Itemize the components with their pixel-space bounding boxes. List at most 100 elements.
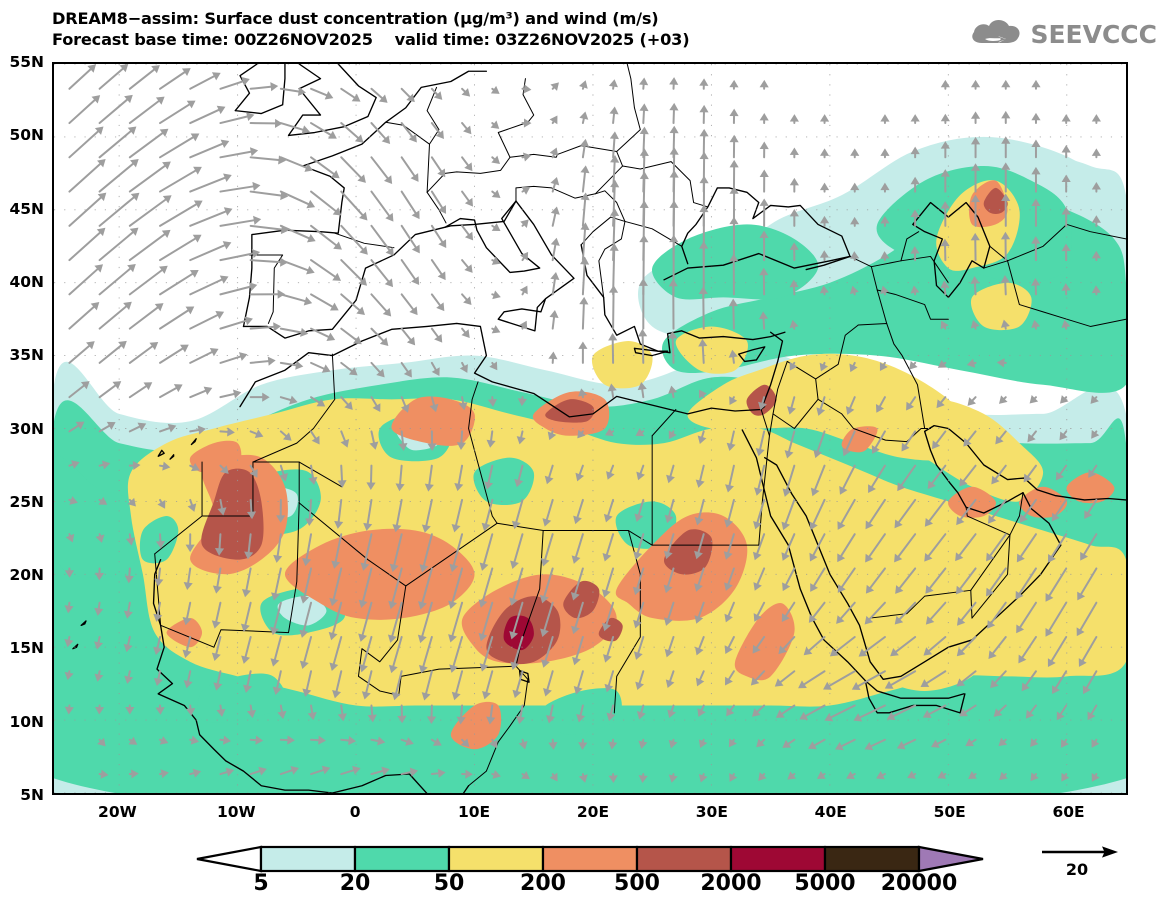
- wind-arrow: [576, 704, 586, 723]
- wind-arrow: [694, 533, 705, 560]
- wind-arrow: [68, 227, 106, 262]
- wind-arrow: [1091, 250, 1101, 262]
- wind-arrow: [698, 338, 708, 364]
- wind-arrow: [865, 498, 886, 530]
- wind-arrow: [398, 430, 408, 451]
- wind-arrow: [214, 533, 225, 556]
- wind-arrow: [514, 464, 524, 488]
- wind-arrow: [363, 498, 373, 531]
- wind-arrow: [540, 601, 554, 637]
- wind-arrow: [310, 293, 339, 311]
- wind-arrow: [910, 176, 920, 193]
- wind-arrow: [996, 358, 1007, 368]
- wind-arrow: [575, 464, 585, 482]
- wind-arrow: [361, 670, 373, 700]
- wind-arrow: [94, 670, 104, 682]
- wind-arrow: [400, 190, 420, 220]
- wind-arrow: [850, 251, 860, 262]
- wind-arrow: [159, 68, 191, 90]
- wind-arrow: [1025, 704, 1037, 719]
- wind-arrow: [632, 567, 645, 596]
- wind-arrow: [868, 464, 886, 494]
- wind-arrow: [1061, 145, 1071, 159]
- wind-arrow: [451, 498, 464, 533]
- y-axis-tick-label: 10N: [9, 712, 44, 731]
- wind-arrow: [388, 567, 403, 610]
- wind-arrow: [98, 496, 108, 505]
- wind-arrow: [219, 181, 261, 193]
- wind-arrow: [754, 464, 766, 496]
- wind-arrow: [1016, 533, 1037, 563]
- wind-arrow: [68, 302, 100, 330]
- wind-arrow: [219, 427, 235, 437]
- wind-arrow: [187, 498, 197, 512]
- wind-arrow: [340, 87, 361, 102]
- wind-arrow: [279, 327, 309, 337]
- y-axis-tick-label: 20N: [9, 566, 44, 585]
- wind-arrow: [128, 161, 171, 193]
- wind-arrow: [729, 108, 739, 125]
- wind-arrow: [98, 421, 116, 433]
- wind-arrow: [391, 670, 403, 701]
- wind-arrow: [897, 464, 917, 492]
- dust-concentration-map[interactable]: [54, 64, 1126, 793]
- wind-arrow: [461, 769, 473, 779]
- wind-arrow: [1061, 319, 1071, 330]
- wind-arrow: [753, 498, 766, 530]
- wind-arrow: [726, 430, 736, 452]
- wind-arrow: [310, 327, 336, 341]
- wind-arrow: [511, 498, 524, 530]
- wind-arrow: [547, 430, 557, 441]
- wind-arrow: [219, 352, 248, 364]
- wind-arrow: [430, 122, 444, 139]
- wind-arrow: [1000, 319, 1010, 330]
- wind-arrow: [241, 567, 252, 598]
- wind-arrow: [340, 156, 366, 183]
- wind-arrow: [970, 194, 981, 227]
- wind-arrow: [159, 306, 195, 330]
- wind-arrow: [923, 635, 947, 656]
- wind-arrow: [157, 498, 166, 509]
- wind-arrow: [183, 567, 193, 590]
- wind-arrow: [970, 276, 980, 296]
- wind-arrow: [724, 601, 735, 623]
- wind-arrow: [491, 325, 501, 334]
- wind-arrow: [1091, 738, 1100, 748]
- map-plot-area[interactable]: [52, 62, 1128, 795]
- wind-arrow: [1059, 430, 1068, 441]
- wind-arrow: [639, 77, 649, 90]
- wind-arrow: [931, 430, 947, 450]
- wind-arrow: [1091, 429, 1100, 439]
- wind-arrow: [418, 567, 433, 610]
- wind-arrow: [577, 429, 586, 439]
- wind-arrow: [400, 259, 420, 286]
- wind-arrow: [1091, 148, 1101, 159]
- wind-arrow: [128, 341, 159, 364]
- wind-arrow: [890, 635, 917, 657]
- wind-arrow: [638, 328, 648, 364]
- colorbar-tick-label: 5: [253, 871, 269, 896]
- wind-arrow: [98, 769, 109, 779]
- wind-arrow: [986, 533, 1007, 562]
- wind-arrow: [400, 156, 419, 182]
- wind-arrow: [1001, 79, 1011, 90]
- wind-arrow: [752, 635, 766, 654]
- wind-arrow: [159, 269, 199, 296]
- wind-arrow: [491, 155, 501, 164]
- wind-arrow: [219, 767, 235, 777]
- wind-arrow: [461, 293, 472, 306]
- wind-arrow: [606, 704, 616, 721]
- wind-arrow: [276, 498, 286, 523]
- wind-arrow: [189, 462, 200, 472]
- wind-arrow: [1061, 174, 1071, 193]
- wind-arrow: [153, 670, 163, 687]
- wind-arrow: [603, 635, 615, 663]
- wind-arrow: [516, 430, 526, 445]
- wind-arrow: [664, 498, 675, 524]
- wind-arrow: [879, 361, 888, 372]
- wind-arrow: [548, 738, 558, 750]
- wind-arrow: [159, 736, 169, 745]
- wind-arrow: [602, 601, 615, 632]
- wind-arrow: [458, 396, 468, 411]
- wind-arrow: [271, 567, 282, 601]
